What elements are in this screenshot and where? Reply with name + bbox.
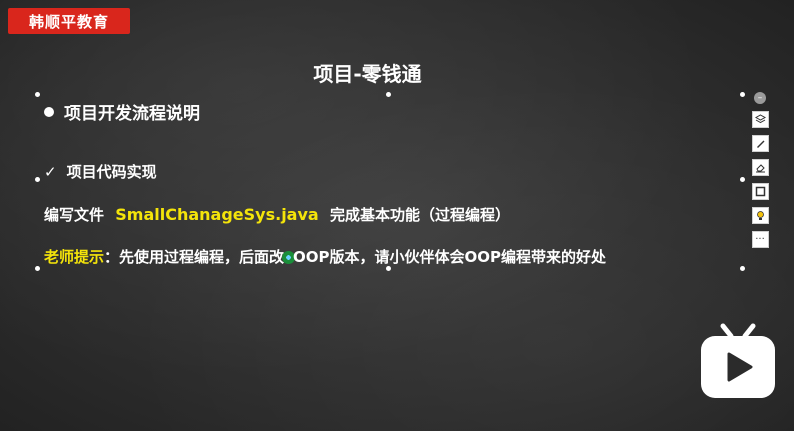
- annotation-toolbar: – ···: [750, 92, 770, 248]
- instruction-line: 编写文件 SmallChanageSys.java 完成基本功能（过程编程）: [44, 204, 510, 225]
- selection-handle[interactable]: [740, 177, 745, 182]
- more-icon[interactable]: ···: [751, 231, 769, 248]
- bullet-dot-icon: [44, 106, 54, 117]
- teacher-tip-line: 老师提示：先使用过程编程，后面改 OOP版本，请小伙伴体会OOP编程带来的好处: [44, 246, 606, 267]
- bullet-item: 项目开发流程说明: [44, 99, 200, 124]
- selection-handle[interactable]: [386, 266, 391, 271]
- bulb-icon[interactable]: [751, 207, 769, 224]
- tip-label: 老师提示: [44, 248, 105, 266]
- brand-badge: 韩顺平教育: [8, 8, 130, 34]
- play-logo-icon: [701, 323, 775, 398]
- mouse-cursor-icon: [282, 251, 296, 264]
- slide-title: 项目-零钱通: [313, 62, 422, 86]
- instruction-prefix: 编写文件: [44, 206, 105, 224]
- pen-icon[interactable]: [751, 135, 769, 152]
- tip-text-before: ：先使用过程编程，后面改: [104, 248, 285, 266]
- check-item: ✓ 项目代码实现: [44, 161, 157, 182]
- instruction-suffix: 完成基本功能（过程编程）: [329, 206, 510, 224]
- selection-handle[interactable]: [386, 92, 391, 97]
- bullet-text: 项目开发流程说明: [64, 104, 200, 124]
- selection-handle[interactable]: [35, 266, 40, 271]
- tip-text-after: OOP版本，请小伙伴体会OOP编程带来的好处: [293, 248, 607, 266]
- check-text: 项目代码实现: [66, 163, 157, 181]
- selection-handle[interactable]: [35, 92, 40, 97]
- collapse-icon[interactable]: –: [754, 92, 766, 104]
- selection-handle[interactable]: [740, 92, 745, 97]
- frame-icon[interactable]: [751, 183, 769, 200]
- selection-handle[interactable]: [740, 266, 745, 271]
- selection-handle[interactable]: [35, 177, 40, 182]
- filename-highlight: SmallChanageSys.java: [115, 205, 319, 224]
- eraser-icon[interactable]: [751, 159, 769, 176]
- layers-icon[interactable]: [751, 111, 769, 128]
- checkmark-icon: ✓: [44, 162, 57, 181]
